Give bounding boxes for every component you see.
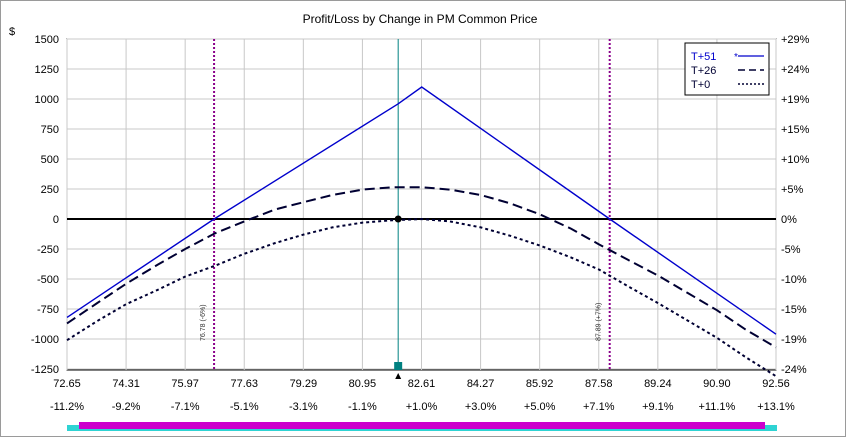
current-price-marker [394, 39, 403, 379]
y-percent-tick-label: +5% [781, 184, 804, 196]
x-percent-tick-label: +1.0% [406, 401, 438, 413]
x-tick-label: 75.97 [171, 378, 199, 390]
x-percent-tick-label: -11.2% [50, 401, 84, 413]
y-tick-label: 0 [53, 214, 59, 226]
y-percent-tick-label: 0% [781, 214, 797, 226]
x-percent-tick-label: -9.2% [112, 401, 141, 413]
y-tick-label: -750 [37, 304, 59, 316]
x-percent-tick-label: +9.1% [642, 401, 674, 413]
x-tick-label: 82.61 [408, 378, 436, 390]
y-tick-label: 1250 [35, 64, 59, 76]
y-percent-tick-label: +15% [781, 124, 810, 136]
x-tick-label: 92.56 [762, 378, 790, 390]
x-axis-percent-ticks: -11.2% -9.2% -7.1% -5.1% -3.1% -1.1% +1.0% +3.0… [50, 401, 795, 413]
x-percent-tick-label: -3.1% [289, 401, 318, 413]
x-tick-label: 87.58 [585, 378, 613, 390]
y-percent-tick-label: +10% [781, 154, 810, 166]
x-percent-tick-label: -7.1% [171, 401, 200, 413]
y-percent-tick-label: -10% [781, 274, 807, 286]
x-percent-tick-label: +13.1% [757, 401, 795, 413]
series-tplus-0 [66, 217, 777, 378]
current-price-arrow [395, 373, 402, 379]
y-tick-label: 1500 [35, 34, 59, 46]
y-percent-tick-label: +24% [781, 64, 810, 76]
series-tplus-26 [66, 186, 777, 349]
current-price-square [394, 362, 403, 370]
y-tick-label: -1000 [31, 334, 59, 346]
x-percent-tick-label: -5.1% [230, 401, 259, 413]
y-axis-label: $ [9, 26, 15, 38]
y-axis-ticks: 1500 1250 1000 750 500 250 0 -250 -500 -750 -1000 -… [31, 34, 59, 376]
y-percent-tick-label: +29% [781, 34, 810, 46]
x-tick-label: 74.31 [112, 378, 140, 390]
y-tick-label: 750 [41, 124, 59, 136]
breakeven-label: 76.78 (-6%) [200, 304, 207, 341]
y-percent-tick-label: -19% [781, 334, 807, 346]
x-tick-label: 90.90 [703, 378, 731, 390]
x-tick-label: 89.24 [644, 378, 672, 390]
legend-marker: * [734, 52, 738, 63]
x-percent-tick-label: +11.1% [699, 401, 736, 413]
x-axis-ticks: 72.65 74.31 75.97 77.63 79.29 80.95 82.61 84.27… [53, 378, 790, 390]
current-price-dot [394, 215, 402, 223]
x-tick-label: 72.65 [53, 378, 81, 390]
legend-label: T+26 [691, 65, 716, 77]
x-percent-tick-label: +5.0% [524, 401, 556, 413]
x-percent-tick-label: +3.0% [465, 401, 497, 413]
x-tick-label: 85.92 [526, 378, 554, 390]
legend-label: T+0 [691, 79, 710, 91]
y-percent-tick-label: -24% [781, 364, 807, 376]
scroll-bar[interactable] [67, 422, 777, 431]
y-tick-label: -250 [37, 244, 59, 256]
chart-title: Profit/Loss by Change in PM Common Price [303, 12, 538, 26]
y-axis-percent-ticks: +29% +24% +19% +15% +10% +5% 0% -5% -10% -15% -19%… [781, 34, 810, 376]
y-tick-label: -500 [37, 274, 59, 286]
y-tick-label: 500 [41, 154, 59, 166]
y-percent-tick-label: -5% [781, 244, 801, 256]
y-percent-tick-label: +19% [781, 94, 810, 106]
y-tick-label: -1250 [31, 364, 59, 376]
y-tick-label: 1000 [35, 94, 59, 106]
x-tick-label: 80.95 [349, 378, 377, 390]
x-tick-label: 84.27 [467, 378, 495, 390]
breakeven-lines: 76.78 (-6%) 87.89 (+7%) [200, 39, 611, 370]
x-tick-label: 79.29 [290, 378, 318, 390]
x-percent-tick-label: -1.1% [348, 401, 377, 413]
y-percent-tick-label: -15% [781, 304, 807, 316]
legend-label: T+51 [691, 51, 716, 63]
y-tick-label: 250 [41, 184, 59, 196]
series-tplus-51 [66, 86, 777, 335]
legend-box [684, 42, 770, 96]
x-percent-tick-label: +7.1% [583, 401, 615, 413]
x-tick-label: 77.63 [230, 378, 258, 390]
series-lines [66, 86, 777, 378]
breakeven-label: 87.89 (+7%) [596, 303, 603, 341]
legend: T+51 * T+26 T+0 [684, 42, 770, 96]
